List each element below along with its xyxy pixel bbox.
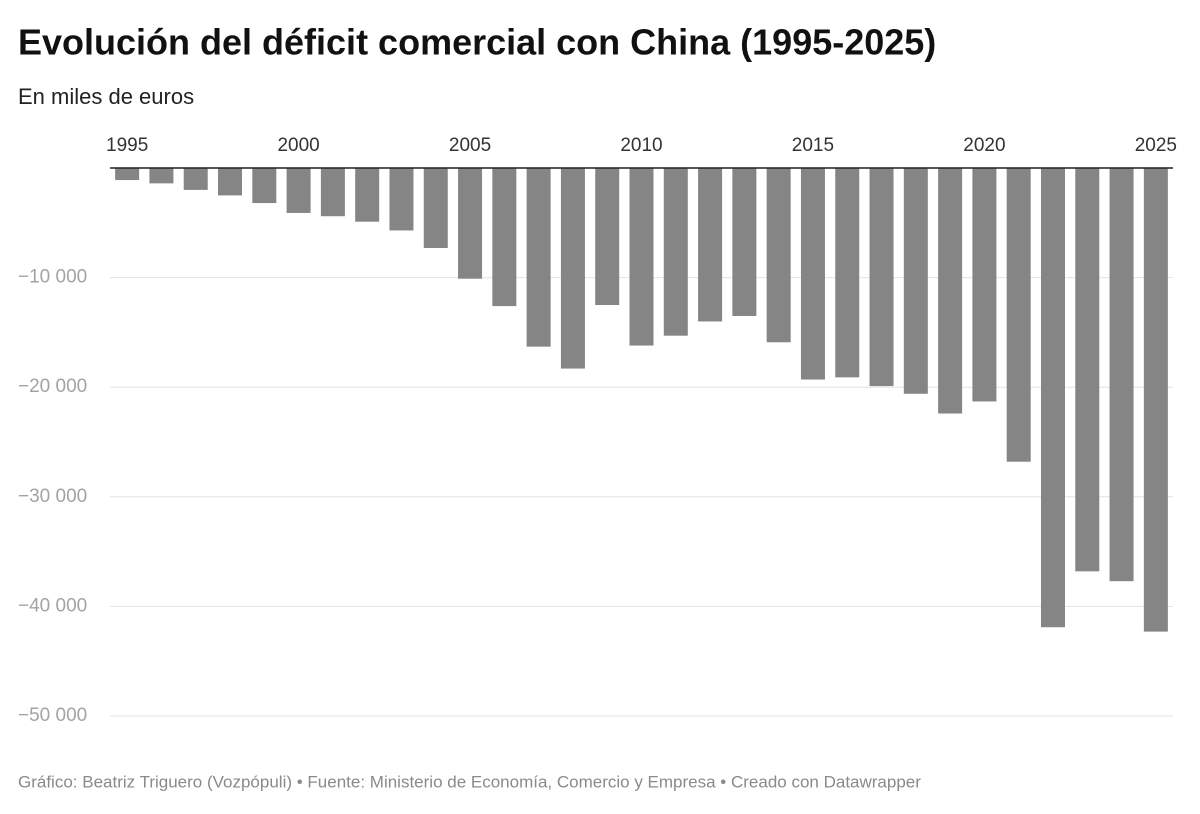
bar — [1006, 168, 1031, 462]
bar — [252, 168, 277, 204]
bar — [1143, 168, 1168, 632]
bar — [183, 168, 208, 190]
bar — [355, 168, 380, 222]
bar — [1109, 168, 1134, 582]
bar — [115, 168, 140, 181]
bar — [1075, 168, 1100, 572]
footer: Gráfico: Beatriz Triguero (Vozpópuli) • … — [18, 772, 921, 791]
bar — [218, 168, 243, 196]
bar — [423, 168, 448, 249]
y-tick-label: −30 000 — [18, 486, 87, 507]
x-tick-label: 2020 — [963, 135, 1005, 156]
bar — [903, 168, 928, 394]
bar — [938, 168, 963, 414]
x-tick-label: 2000 — [277, 135, 319, 156]
x-tick-label: 2025 — [1135, 135, 1177, 156]
x-tick-label: 1995 — [106, 135, 148, 156]
x-tick-label: 2010 — [620, 135, 662, 156]
bar — [595, 168, 620, 305]
y-tick-label: −40 000 — [18, 595, 87, 616]
chart-subtitle: En miles de euros — [18, 84, 194, 109]
bar — [800, 168, 825, 380]
bar — [663, 168, 688, 336]
bar — [972, 168, 997, 402]
bar — [458, 168, 483, 279]
bar — [286, 168, 311, 213]
x-tick-label: 2015 — [792, 135, 834, 156]
bar — [492, 168, 517, 307]
bar — [320, 168, 345, 217]
chart-title: Evolución del déficit comercial con Chin… — [18, 22, 936, 63]
bar — [560, 168, 585, 369]
bar — [629, 168, 654, 346]
x-tick-label: 2005 — [449, 135, 491, 156]
bar — [698, 168, 723, 322]
bar — [526, 168, 551, 347]
y-tick-label: −10 000 — [18, 267, 87, 288]
y-tick-label: −50 000 — [18, 705, 87, 726]
bar — [766, 168, 791, 343]
bar — [869, 168, 894, 387]
bar — [389, 168, 414, 231]
bar — [1040, 168, 1065, 628]
y-tick-label: −20 000 — [18, 376, 87, 397]
bar — [149, 168, 174, 184]
bar — [835, 168, 860, 378]
bar — [732, 168, 757, 316]
